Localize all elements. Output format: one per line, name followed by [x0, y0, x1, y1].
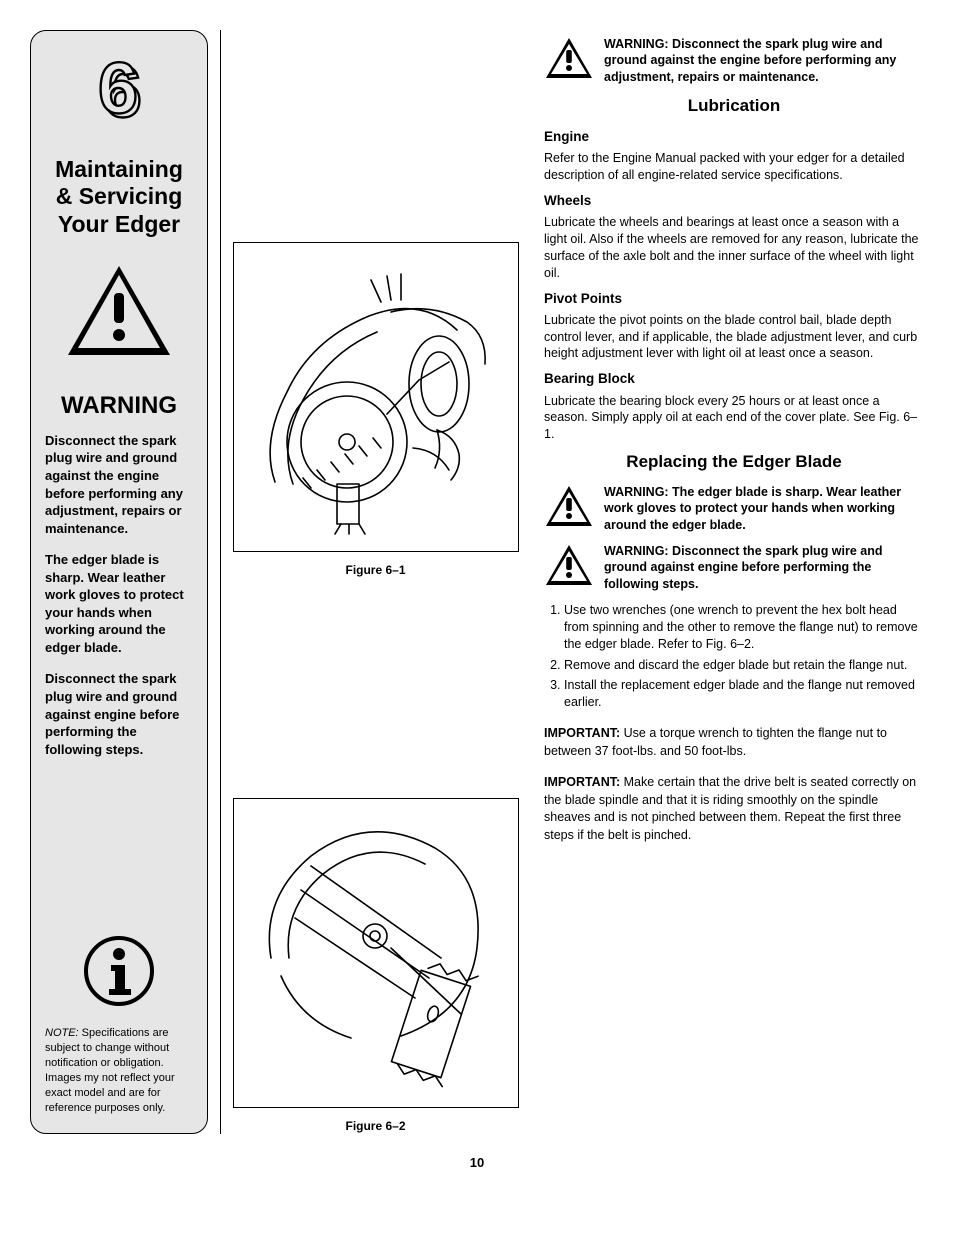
pivot-heading: Pivot Points — [544, 290, 924, 308]
chapter-number-icon: 6 6 — [87, 55, 151, 138]
replace-warning-2: WARNING: Disconnect the spark plug wire … — [544, 543, 924, 592]
figure-column: Figure 6–1 — [220, 30, 528, 1134]
note-label: NOTE: — [45, 1027, 79, 1039]
bearing-body: Lubricate the bearing block every 25 hou… — [544, 393, 924, 444]
replacing-title: Replacing the Edger Blade — [544, 451, 924, 474]
sidebar-warning-1: Disconnect the spark plug wire and groun… — [45, 432, 193, 537]
sidebar-note: NOTE: Specifications are subject to chan… — [45, 1026, 193, 1115]
important-1: IMPORTANT: Use a torque wrench to tighte… — [544, 725, 924, 760]
top-warning-text: WARNING: Disconnect the spark plug wire … — [604, 36, 924, 85]
sidebar-title-line1: Maintaining — [55, 156, 183, 182]
engine-heading: Engine — [544, 128, 924, 146]
figure-6-1 — [233, 242, 519, 552]
page-number: 10 — [0, 1154, 954, 1190]
pivot-body: Lubricate the pivot points on the blade … — [544, 312, 924, 363]
page: 6 6 Maintaining & Servicing Your Edger W… — [0, 0, 954, 1154]
figure-6-1-caption: Figure 6–1 — [345, 562, 405, 578]
figure-6-2 — [233, 798, 519, 1108]
replace-warning-2-text: WARNING: Disconnect the spark plug wire … — [604, 543, 924, 592]
important-2-label: IMPORTANT: — [544, 775, 620, 789]
engine-body: Refer to the Engine Manual packed with y… — [544, 150, 924, 184]
sidebar-warning-2: The edger blade is sharp. Wear leather w… — [45, 551, 193, 656]
important-1-label: IMPORTANT: — [544, 726, 620, 740]
warning-triangle-icon — [544, 36, 594, 85]
bearing-heading: Bearing Block — [544, 370, 924, 388]
replace-warning-1: WARNING: The edger blade is sharp. Wear … — [544, 484, 924, 533]
content-area: Figure 6–1 — [220, 30, 924, 1134]
top-warning-block: WARNING: Disconnect the spark plug wire … — [544, 36, 924, 85]
info-icon — [83, 935, 155, 1012]
sidebar-panel: 6 6 Maintaining & Servicing Your Edger W… — [30, 30, 208, 1134]
text-column: WARNING: Disconnect the spark plug wire … — [544, 30, 924, 1134]
sidebar-title-line2: & Servicing — [56, 183, 183, 209]
step-2: Remove and discard the edger blade but r… — [564, 657, 924, 674]
step-3: Install the replacement edger blade and … — [564, 677, 924, 711]
wheels-body: Lubricate the wheels and bearings at lea… — [544, 214, 924, 282]
svg-text:6: 6 — [98, 55, 138, 129]
important-2: IMPORTANT: Make certain that the drive b… — [544, 774, 924, 844]
warning-heading: WARNING — [45, 390, 193, 422]
figure-6-2-caption: Figure 6–2 — [345, 1118, 405, 1134]
replace-warning-1-text: WARNING: The edger blade is sharp. Wear … — [604, 484, 924, 533]
wheels-heading: Wheels — [544, 192, 924, 210]
lubrication-title: Lubrication — [544, 95, 924, 118]
sidebar-warning-3: Disconnect the spark plug wire and groun… — [45, 670, 193, 758]
warning-triangle-icon — [544, 543, 594, 592]
step-1: Use two wrenches (one wrench to prevent … — [564, 602, 924, 653]
sidebar-title: Maintaining & Servicing Your Edger — [45, 156, 193, 239]
sidebar-spacer — [45, 772, 193, 905]
warning-triangle-icon — [544, 484, 594, 533]
note-body: Specifications are subject to change wit… — [45, 1027, 175, 1113]
sidebar-title-line3: Your Edger — [58, 211, 180, 237]
warning-triangle-icon — [64, 263, 174, 364]
replacement-steps: Use two wrenches (one wrench to prevent … — [564, 602, 924, 711]
